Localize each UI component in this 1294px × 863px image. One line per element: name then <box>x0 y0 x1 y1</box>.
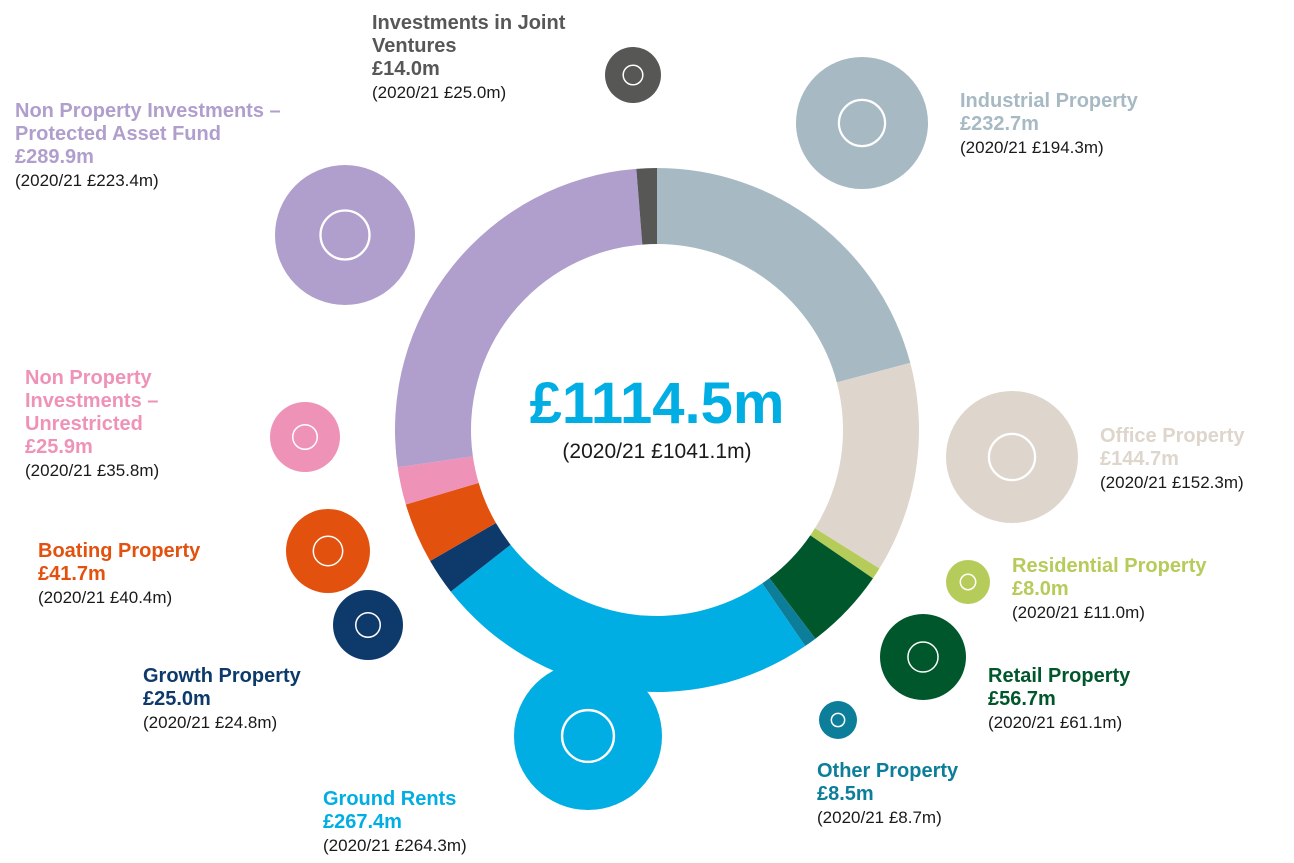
donut-segment <box>636 168 657 245</box>
label: Ground Rents £267.4m (2020/21 £264.3m) <box>323 788 523 856</box>
prior-label: (2020/21 £264.3m) <box>323 836 467 855</box>
label: Growth Property £25.0m (2020/21 £24.8m) <box>143 665 363 733</box>
donut-segment <box>395 168 643 468</box>
category-name: Boating Property <box>38 540 201 562</box>
value-label: £14.0m <box>372 58 440 80</box>
total-prior: (2020/21 £1041.1m) <box>562 440 752 463</box>
prior-label: (2020/21 £61.1m) <box>988 713 1123 732</box>
label: Other Property £8.5m (2020/21 £8.7m) <box>817 760 1037 828</box>
label: Industrial Property £232.7m (2020/21 £194.… <box>960 90 1200 158</box>
value-label: £8.0m <box>1012 578 1069 600</box>
icon-glyph <box>959 573 977 591</box>
value-label: £232.7m <box>960 113 1039 135</box>
label: Non Property Investments – Unrestricted £… <box>25 367 225 481</box>
icon-glyph <box>837 98 887 148</box>
donut-segment <box>405 482 496 561</box>
value-label: £25.9m <box>25 436 93 458</box>
icon-circle <box>819 701 857 739</box>
category-name: Ground Rents <box>323 788 457 810</box>
category-name: Office Property <box>1100 425 1245 447</box>
icon-circle <box>333 590 403 660</box>
prior-label: (2020/21 £194.3m) <box>960 138 1104 157</box>
category-name: Other Property <box>817 760 959 782</box>
icon-glyph <box>560 708 616 764</box>
icon-circle <box>880 614 966 700</box>
prior-label: (2020/21 £25.0m) <box>372 83 507 102</box>
label: Residential Property £8.0m (2020/21 £11.0m… <box>1012 555 1272 623</box>
label: Office Property £144.7m (2020/21 £152.3m) <box>1100 425 1290 493</box>
donut-segment <box>762 578 816 647</box>
icon-glyph <box>319 209 371 261</box>
donut-segment <box>450 544 806 692</box>
icon-glyph <box>830 712 846 728</box>
icon-circle <box>605 47 661 103</box>
icon-glyph <box>987 432 1037 482</box>
prior-label: (2020/21 £8.7m) <box>817 808 942 827</box>
donut-segment <box>814 362 919 569</box>
prior-label: (2020/21 £35.8m) <box>25 461 160 480</box>
category-name: Residential Property <box>1012 555 1207 577</box>
value-label: £267.4m <box>323 811 402 833</box>
icon-glyph <box>292 424 318 450</box>
icon-glyph <box>312 535 344 567</box>
icon-circle <box>275 165 415 305</box>
category-name: Investments in Joint Ventures <box>372 12 566 57</box>
icon-glyph <box>622 64 644 86</box>
donut-segment <box>657 168 911 383</box>
value-label: £56.7m <box>988 688 1056 710</box>
prior-label: (2020/21 £223.4m) <box>15 171 159 190</box>
category-name: Non Property Investments – Protected Ass… <box>15 100 281 145</box>
donut-segment <box>430 523 511 592</box>
category-name: Growth Property <box>143 665 301 687</box>
icon-circle <box>796 57 928 189</box>
value-label: £41.7m <box>38 563 106 585</box>
prior-label: (2020/21 £152.3m) <box>1100 473 1244 492</box>
icon-circle <box>946 560 990 604</box>
value-label: £25.0m <box>143 688 211 710</box>
prior-label: (2020/21 £11.0m) <box>1012 603 1145 622</box>
label: Non Property Investments – Protected Ass… <box>15 100 285 191</box>
category-name: Retail Property <box>988 665 1131 687</box>
prior-label: (2020/21 £40.4m) <box>38 588 173 607</box>
icon-glyph <box>907 641 939 673</box>
label: Boating Property £41.7m (2020/21 £40.4m) <box>38 540 278 608</box>
label: Investments in Joint Ventures £14.0m (2020… <box>372 12 582 103</box>
value-label: £144.7m <box>1100 448 1179 470</box>
icon-circle <box>514 662 662 810</box>
value-label: £8.5m <box>817 783 874 805</box>
category-name: Non Property Investments – Unrestricted <box>25 367 159 435</box>
icon-circle <box>946 391 1078 523</box>
value-label: £289.9m <box>15 146 94 168</box>
icon-circle <box>270 402 340 472</box>
icon-glyph <box>355 612 381 638</box>
category-name: Industrial Property <box>960 90 1138 112</box>
icon-circle <box>286 509 370 593</box>
donut-segment <box>810 528 880 579</box>
prior-label: (2020/21 £24.8m) <box>143 713 278 732</box>
total-value: £1114.5m <box>529 371 785 436</box>
label: Retail Property £56.7m (2020/21 £61.1m) <box>988 665 1208 733</box>
donut-segment <box>769 535 873 639</box>
donut-segment <box>397 456 479 505</box>
